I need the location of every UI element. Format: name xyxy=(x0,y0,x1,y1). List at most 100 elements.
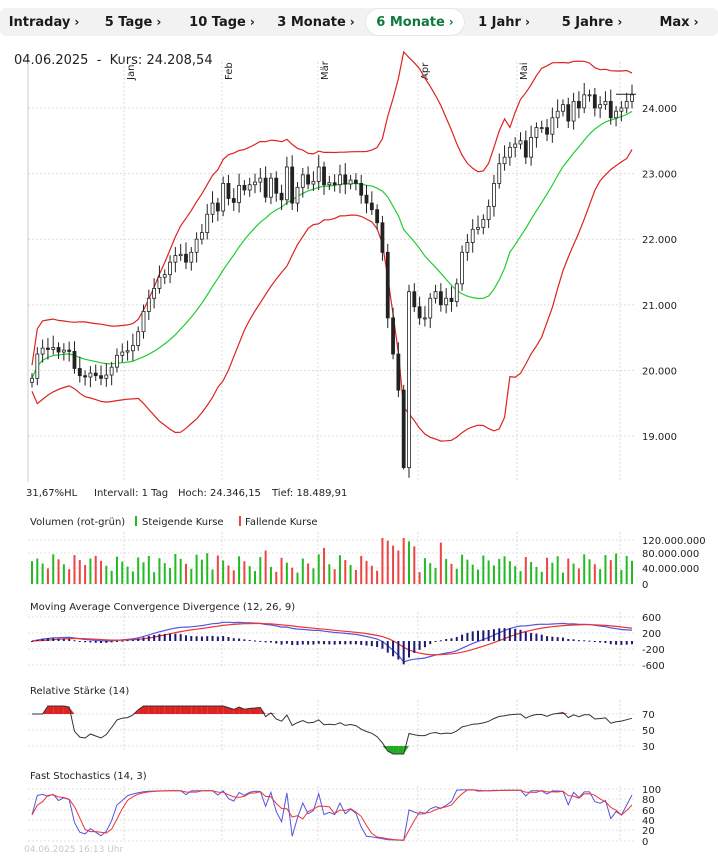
tab-3-monate[interactable]: 3 Monate › xyxy=(266,9,366,35)
candle-body xyxy=(322,166,326,186)
candle-body xyxy=(529,137,534,158)
rsi-tick-label: 30 xyxy=(642,742,655,753)
volume-panel: 120.000.000 80.000.000 40.000.000 0 xyxy=(28,536,706,591)
rsi-overbought-fill xyxy=(196,706,202,714)
macd-histogram-bar xyxy=(84,641,87,643)
macd-histogram-bar xyxy=(455,636,458,641)
macd-histogram-bar xyxy=(407,641,410,658)
volume-bar xyxy=(264,550,267,584)
price-tick-label: 23.000 xyxy=(642,170,677,181)
candle-body xyxy=(40,347,45,355)
volume-bar xyxy=(285,562,288,584)
macd-histogram-bar xyxy=(94,641,97,643)
macd-histogram-bar xyxy=(41,638,44,641)
candle-body xyxy=(375,209,380,224)
chevron-right-icon: › xyxy=(693,15,699,29)
rsi-overbought-fill xyxy=(185,706,192,714)
price-tick-label: 24.000 xyxy=(642,104,677,115)
volume-bar xyxy=(381,538,384,584)
macd-histogram-bar xyxy=(200,636,203,641)
candle-body xyxy=(141,310,146,333)
volume-bar xyxy=(163,563,166,584)
volume-bar xyxy=(376,570,379,584)
candle-body xyxy=(359,183,364,196)
rsi-tick-label: 50 xyxy=(642,726,655,737)
volume-bar xyxy=(269,566,272,584)
rsi-overbought-fill xyxy=(53,706,59,714)
candle-body xyxy=(571,100,576,122)
candle-body xyxy=(178,253,183,256)
macd-histogram-bar xyxy=(344,641,347,645)
volume-bar xyxy=(445,558,448,584)
macd-histogram-bar xyxy=(386,641,389,653)
macd-histogram-bar xyxy=(338,641,341,645)
stat-high: Hoch: 24.346,15 xyxy=(178,488,261,499)
rsi-overbought-fill xyxy=(138,706,144,714)
macd-histogram-bar xyxy=(471,631,474,641)
volume-bar xyxy=(68,569,71,584)
month-label: Mai xyxy=(519,62,530,80)
candle-body xyxy=(242,184,247,191)
stoch-tick-label: 0 xyxy=(642,837,648,848)
macd-histogram-bar xyxy=(561,637,564,641)
volume-bar xyxy=(232,570,235,584)
volume-bar xyxy=(57,559,60,584)
candle-body xyxy=(125,350,130,353)
candle-body xyxy=(146,297,151,312)
tab-6-monate[interactable]: 6 Monate › xyxy=(366,9,464,35)
candle-body xyxy=(136,331,141,346)
macd-histogram-bar xyxy=(57,638,60,641)
candle-body xyxy=(502,156,507,165)
tab-5-jahre[interactable]: 5 Jahre › xyxy=(544,9,640,35)
volume-bar xyxy=(94,555,97,584)
volume-bar xyxy=(121,561,124,584)
macd-histogram-bar xyxy=(291,641,294,646)
candle-body xyxy=(385,251,390,319)
macd-histogram-bar xyxy=(307,641,310,645)
tab-1-jahr[interactable]: 1 Jahr › xyxy=(464,9,544,35)
macd-histogram-bar xyxy=(450,638,453,641)
tab-intraday[interactable]: Intraday › xyxy=(0,9,88,35)
volume-tick-label: 40.000.000 xyxy=(642,564,699,575)
candle-body xyxy=(492,183,496,207)
volume-bar xyxy=(174,553,177,584)
candle-body xyxy=(274,177,279,194)
volume-bar xyxy=(498,558,501,584)
candle-body xyxy=(30,377,34,383)
price-tick-label: 21.000 xyxy=(642,301,677,312)
stat-interval: Intervall: 1 Tag xyxy=(94,488,168,499)
footer-timestamp: 04.06.2025 16:13 Uhr xyxy=(24,845,123,855)
macd-histogram-bar xyxy=(477,630,480,641)
volume-bar xyxy=(418,572,421,584)
candle-body xyxy=(253,181,257,186)
macd-histogram-bar xyxy=(615,641,618,645)
macd-histogram-bar xyxy=(397,641,400,660)
stoch-tick-label: 20 xyxy=(642,826,655,837)
tab-max[interactable]: Max › xyxy=(640,9,718,35)
candle-body xyxy=(221,183,226,212)
macd-histogram-bar xyxy=(110,641,113,643)
candle-body xyxy=(444,297,449,306)
macd-histogram-bar xyxy=(609,641,612,645)
timeframe-tabs: Intraday › 5 Tage › 10 Tage › 3 Monate › 6 Monat… xyxy=(0,8,718,36)
legend-down-label: Fallende Kurse xyxy=(245,517,318,528)
candle-body xyxy=(577,100,581,109)
volume-bar xyxy=(200,559,203,584)
macd-histogram-bar xyxy=(328,641,331,645)
month-label: Jan xyxy=(126,65,137,81)
macd-histogram-bar xyxy=(333,641,336,645)
candle-body xyxy=(215,202,220,212)
volume-bar xyxy=(52,554,55,584)
candle-body xyxy=(460,251,464,285)
volume-bar xyxy=(615,553,618,584)
volume-bar xyxy=(604,555,607,584)
volume-bar xyxy=(450,563,453,584)
tab-5-tage[interactable]: 5 Tage › xyxy=(88,9,178,35)
price-tick-label: 22.000 xyxy=(642,235,677,246)
volume-bar xyxy=(238,556,241,584)
volume-bar xyxy=(370,565,373,584)
tab-10-tage[interactable]: 10 Tage › xyxy=(178,9,266,35)
candle-body xyxy=(507,146,512,158)
candle-body xyxy=(152,288,157,299)
volume-bar xyxy=(577,568,580,584)
